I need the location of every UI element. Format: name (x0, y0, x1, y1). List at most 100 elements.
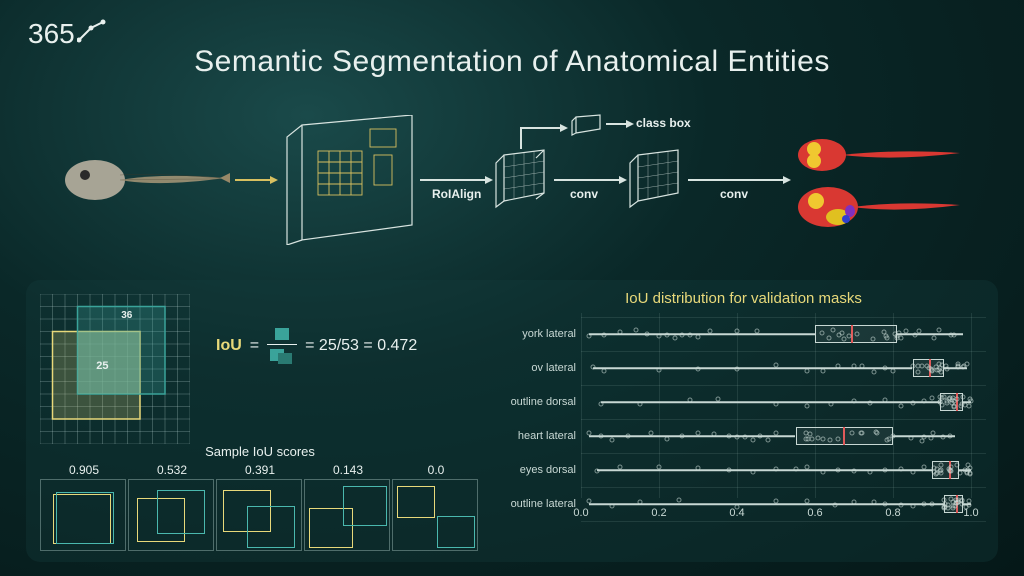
data-point (922, 501, 927, 506)
data-point (947, 433, 952, 438)
sample-score: 0.905 (40, 463, 128, 477)
data-point (649, 431, 654, 436)
data-point (910, 400, 915, 405)
conv1-label: conv (570, 187, 598, 201)
iou-overlap-grid: 3625 (40, 294, 190, 444)
data-point (951, 396, 956, 401)
class-box-cube (570, 113, 604, 142)
data-point (688, 333, 693, 338)
data-point (850, 430, 855, 435)
svg-text:25: 25 (96, 360, 108, 372)
data-point (929, 436, 934, 441)
data-point (828, 401, 833, 406)
data-point (910, 364, 915, 369)
data-point (930, 502, 935, 507)
data-point (820, 470, 825, 475)
data-point (871, 499, 876, 504)
data-point (657, 334, 662, 339)
data-point (657, 464, 662, 469)
data-point (910, 503, 915, 508)
arrow-head-icon (560, 124, 568, 132)
data-point (618, 465, 623, 470)
iou-formula: IoU = = 25/53 = 0.472 (216, 326, 417, 365)
data-point (955, 463, 960, 468)
data-point (820, 368, 825, 373)
sample-score: 0.532 (128, 463, 216, 477)
data-point (967, 499, 972, 504)
arrow-head-icon (783, 176, 791, 184)
data-point (696, 465, 701, 470)
iou-sample: 0.391 (216, 463, 304, 551)
data-point (847, 333, 852, 338)
data-point (937, 327, 942, 332)
data-point (903, 328, 908, 333)
data-point (766, 437, 771, 442)
data-point (855, 331, 860, 336)
sample-box (216, 479, 302, 551)
data-point (664, 436, 669, 441)
data-point (913, 333, 918, 338)
data-point (898, 466, 903, 471)
data-point (727, 468, 732, 473)
data-point (805, 403, 810, 408)
data-point (696, 334, 701, 339)
sample-box (392, 479, 478, 551)
y-label: outline lateral (501, 498, 576, 510)
data-point (688, 397, 693, 402)
data-point (965, 463, 970, 468)
data-point (774, 467, 779, 472)
data-point (618, 330, 623, 335)
data-point (715, 397, 720, 402)
data-point (676, 498, 681, 503)
data-point (867, 469, 872, 474)
data-point (915, 364, 920, 369)
data-point (680, 333, 685, 338)
data-point (841, 336, 846, 341)
y-label: eyes dorsal (501, 464, 576, 476)
data-point (859, 364, 864, 369)
data-point (890, 433, 895, 438)
data-point (930, 396, 935, 401)
data-point (961, 365, 966, 370)
data-point (931, 431, 936, 436)
feature-panel (282, 115, 422, 250)
data-point (883, 398, 888, 403)
data-point (908, 435, 913, 440)
data-point (735, 367, 740, 372)
y-label: outline dorsal (501, 396, 576, 408)
data-point (965, 469, 970, 474)
data-point (939, 362, 944, 367)
sample-score: 0.0 (392, 463, 480, 477)
data-point (852, 469, 857, 474)
data-point (696, 367, 701, 372)
data-point (961, 395, 966, 400)
data-point (805, 368, 810, 373)
data-point (959, 501, 964, 506)
data-point (625, 433, 630, 438)
chart-title: IoU distribution for validation masks (501, 290, 986, 307)
sample-score: 0.143 (304, 463, 392, 477)
input-fish-image (60, 155, 230, 205)
arrow-head-icon (626, 120, 634, 128)
data-point (598, 433, 603, 438)
data-point (967, 403, 972, 408)
data-point (805, 465, 810, 470)
data-point (940, 434, 945, 439)
data-point (711, 432, 716, 437)
data-point (922, 465, 927, 470)
data-point (967, 396, 972, 401)
data-point (633, 328, 638, 333)
data-point (894, 334, 899, 339)
data-point (891, 369, 896, 374)
y-label: york lateral (501, 328, 576, 340)
data-point (735, 328, 740, 333)
arrow-icon (688, 179, 783, 181)
arrow-icon (606, 123, 626, 125)
seg-output-dorsal (794, 135, 964, 180)
data-point (680, 434, 685, 439)
data-point (884, 334, 889, 339)
iou-sample: 0.905 (40, 463, 128, 551)
seg-output-lateral (794, 185, 964, 236)
data-point (774, 402, 779, 407)
sample-score: 0.391 (216, 463, 304, 477)
